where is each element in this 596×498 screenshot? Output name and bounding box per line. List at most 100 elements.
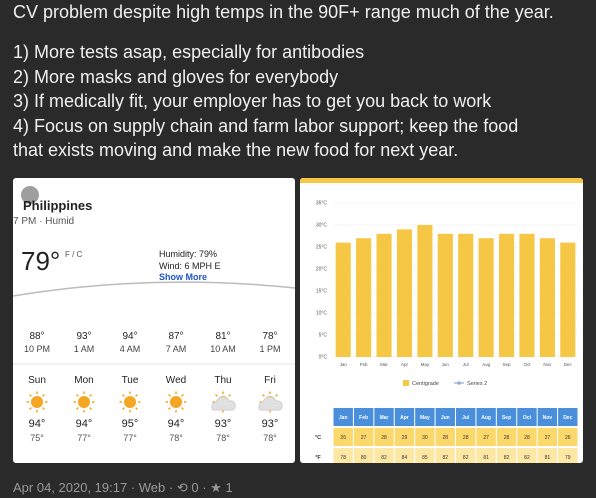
text-line: 3) If medically fit, your employer has t… [13, 91, 492, 112]
weather-icon [165, 391, 187, 413]
table-header: Nov [543, 415, 553, 421]
bar [458, 233, 474, 357]
day-high: 94° [28, 418, 46, 430]
hour-time: 10 PM [23, 344, 51, 354]
y-tick-label: 5°C [319, 332, 328, 338]
table-value: 29 [402, 435, 408, 441]
sun-ray [215, 394, 218, 397]
table-header-cell [435, 408, 455, 426]
sun-ray [122, 407, 125, 410]
y-tick-label: 0°C [319, 354, 328, 360]
reposts: 0 [191, 480, 199, 495]
cloud [211, 396, 236, 411]
table-cell [476, 428, 496, 446]
table-cell [456, 448, 476, 463]
table-header-cell [353, 408, 374, 426]
bar [519, 233, 535, 357]
weather-icon [258, 391, 283, 413]
temp: 79° [21, 246, 61, 276]
day-name: Tue [121, 375, 139, 386]
table-header: Mar [380, 415, 389, 421]
table-header-cell [476, 408, 496, 426]
table-value: 79 [565, 455, 571, 461]
y-tick-label: 35°C [316, 200, 328, 206]
sun-ray [76, 407, 79, 410]
legend-label: Centigrade [412, 381, 439, 387]
table-cell [558, 428, 578, 446]
weather-widget: Philippines 7 PM · Humid 79° F / C Humid… [13, 178, 295, 463]
legend-label: Series 2 [467, 381, 487, 387]
day-high: 95° [121, 418, 139, 430]
day-low: 78° [169, 433, 183, 443]
table-cell [333, 428, 353, 446]
likes: 1 [225, 480, 233, 495]
bar [396, 229, 413, 357]
bar [560, 242, 576, 357]
weather-icon [119, 391, 141, 413]
table-cell [476, 448, 496, 463]
cloud [258, 396, 283, 411]
day-name: Mon [74, 375, 94, 386]
table-header-cell [537, 408, 558, 426]
hour-time: 1 AM [73, 344, 95, 354]
weather-icon [211, 391, 236, 413]
sun [78, 396, 90, 408]
table-header: Jan [339, 415, 348, 421]
table-cell [353, 448, 374, 463]
day-low: 78° [216, 433, 230, 443]
table-cell [537, 428, 558, 446]
x-tick-label: Oct [523, 362, 531, 367]
text-line: that exists moving and make the new food… [13, 140, 459, 161]
table-cell [558, 448, 578, 463]
unit: F / C [65, 250, 83, 259]
table-value: 84 [402, 455, 408, 461]
day-name: Sun [28, 375, 46, 386]
table-value: 80 [361, 455, 367, 461]
table-header: Jun [441, 415, 450, 421]
table-header-cell [496, 408, 517, 426]
text-line: 1) More tests asap, especially for antib… [13, 42, 365, 62]
weather-icon [73, 391, 95, 413]
location: Philippines [23, 198, 93, 213]
table-value: 82 [463, 455, 469, 461]
table-cell [415, 448, 435, 463]
table-value: 27 [361, 435, 367, 441]
table-value: 28 [443, 435, 449, 441]
legend-swatch [403, 380, 409, 386]
date[interactable]: Apr 04, 2020, 19:17 [13, 480, 128, 495]
table-cell [496, 448, 517, 463]
row-label: °C [315, 435, 321, 441]
hour-time: 1 PM [259, 344, 281, 354]
sun [31, 396, 43, 408]
day-low: 75° [30, 433, 44, 443]
table-header-cell [558, 408, 578, 426]
sun-ray [122, 394, 125, 397]
table-value: 82 [524, 455, 530, 461]
day-high: 94° [75, 418, 93, 430]
bar [335, 242, 351, 357]
sun-ray [89, 394, 92, 397]
footer: Apr 04, 2020, 19:17 · Web · ⟲ 0 · ★ 1 [13, 480, 233, 495]
table-header-cell [456, 408, 476, 426]
table-header-cell [374, 408, 394, 426]
weather-decor [13, 186, 295, 413]
repost-icon[interactable]: ⟲ [176, 480, 188, 495]
day-high: 93° [214, 418, 232, 430]
curve [13, 281, 295, 297]
table-cell [517, 428, 537, 446]
table-cell [456, 428, 476, 446]
y-tick-label: 25°C [316, 244, 328, 250]
like-icon[interactable]: ★ [210, 480, 222, 495]
show-more[interactable]: Show More [159, 272, 208, 282]
bar [478, 238, 494, 357]
sun [170, 396, 182, 408]
sun-ray [275, 394, 278, 397]
table-value: 82 [504, 455, 510, 461]
table-cell [435, 448, 455, 463]
table-header: Sep [502, 415, 511, 421]
hour-time: 4 AM [119, 344, 141, 354]
table-cell [374, 448, 394, 463]
sun-ray [135, 407, 138, 410]
table-value: 81 [545, 455, 551, 461]
